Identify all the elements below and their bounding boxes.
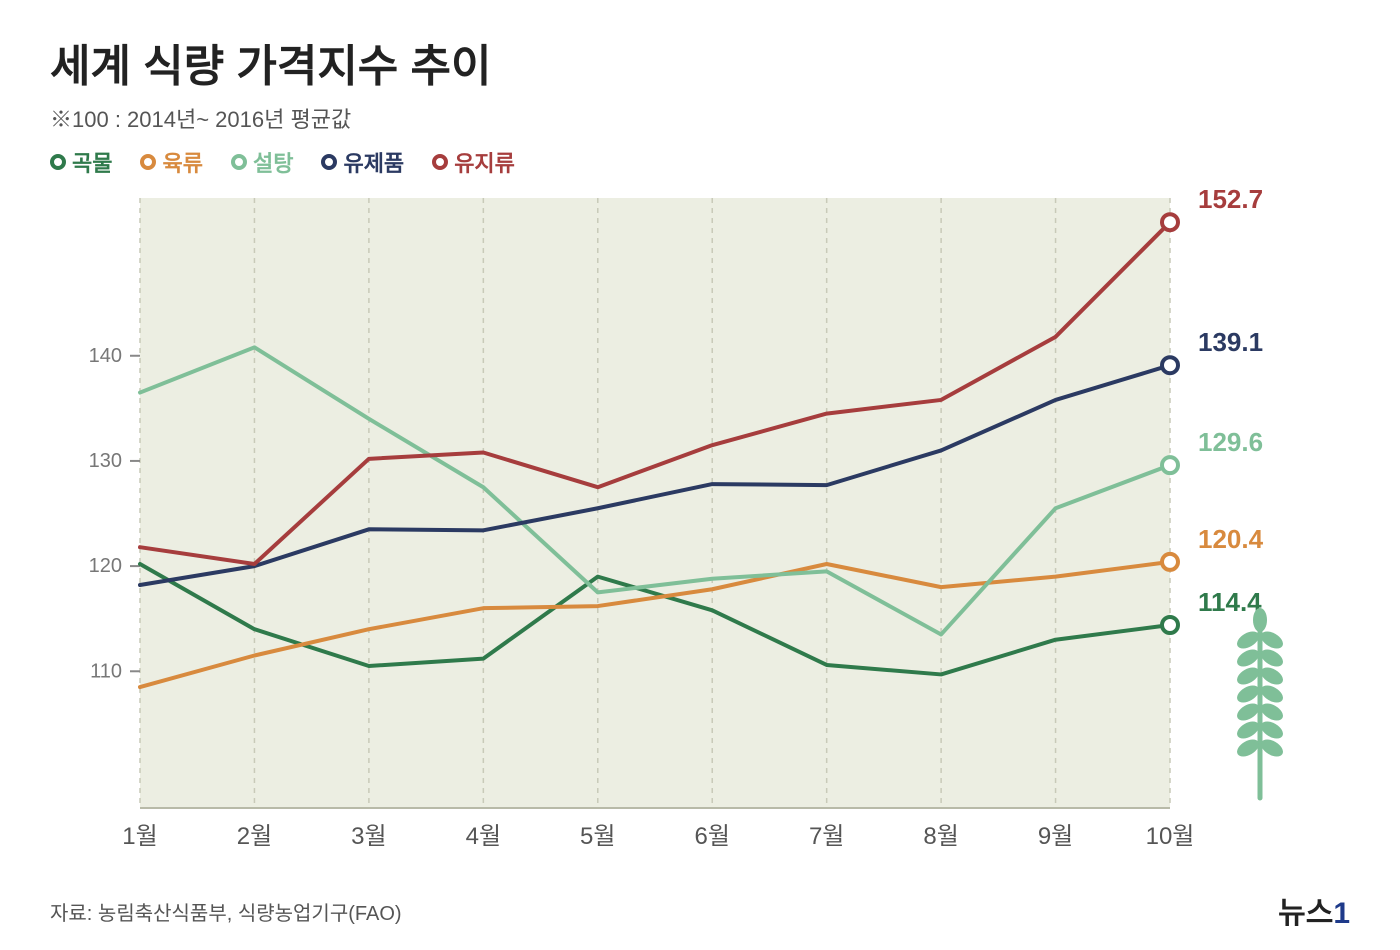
infographic-container: 세계 식량 가격지수 추이 ※100 : 2014년~ 2016년 평균값 곡물… — [0, 0, 1400, 950]
legend-marker-icon — [321, 154, 337, 170]
line-chart: 110 120 130 140 1월 2월 3월 4월 5월 6월 7월 8월 9월 10월 114.4 12… — [50, 188, 1350, 868]
chart-title: 세계 식량 가격지수 추이 — [50, 30, 1350, 94]
brand-logo: 뉴스1 — [1278, 888, 1350, 932]
svg-text:6월: 6월 — [695, 823, 730, 850]
chart-area: 110 120 130 140 1월 2월 3월 4월 5월 6월 7월 8월 9월 10월 114.4 12… — [50, 188, 1350, 868]
svg-text:129.6: 129.6 — [1198, 427, 1263, 457]
svg-text:9월: 9월 — [1038, 823, 1073, 850]
svg-text:110: 110 — [90, 660, 122, 682]
svg-text:4월: 4월 — [466, 823, 501, 850]
legend-label: 유제품 — [343, 146, 404, 178]
legend-marker-icon — [432, 154, 448, 170]
svg-text:1월: 1월 — [122, 823, 157, 850]
legend-item: 유지류 — [432, 146, 515, 178]
svg-text:152.7: 152.7 — [1198, 188, 1263, 214]
brand-num: 1 — [1333, 897, 1350, 931]
svg-text:120: 120 — [89, 555, 122, 577]
legend-marker-icon — [140, 154, 156, 170]
svg-text:3월: 3월 — [351, 823, 386, 850]
svg-text:120.4: 120.4 — [1198, 524, 1264, 554]
legend-item: 설탕 — [231, 146, 293, 178]
svg-text:140: 140 — [89, 345, 122, 367]
svg-text:139.1: 139.1 — [1198, 327, 1263, 357]
svg-text:130: 130 — [89, 450, 122, 472]
svg-text:114.4: 114.4 — [1198, 587, 1262, 617]
legend-label: 육류 — [162, 146, 202, 178]
legend: 곡물 육류 설탕 유제품 유지류 — [50, 146, 1350, 178]
svg-text:5월: 5월 — [580, 823, 615, 850]
legend-marker-icon — [50, 154, 66, 170]
legend-marker-icon — [231, 154, 247, 170]
source-text: 자료: 농림축산식품부, 식량농업기구(FAO) — [50, 897, 402, 926]
svg-text:2월: 2월 — [237, 823, 272, 850]
legend-item: 육류 — [140, 146, 202, 178]
legend-item: 유제품 — [321, 146, 404, 178]
brand-name: 뉴스 — [1278, 888, 1333, 932]
legend-label: 유지류 — [454, 146, 515, 178]
svg-text:10월: 10월 — [1146, 823, 1195, 850]
svg-text:8월: 8월 — [923, 823, 958, 850]
chart-subtitle: ※100 : 2014년~ 2016년 평균값 — [50, 102, 1350, 134]
svg-text:7월: 7월 — [809, 823, 844, 850]
legend-label: 곡물 — [72, 146, 112, 178]
legend-item: 곡물 — [50, 146, 112, 178]
legend-label: 설탕 — [253, 146, 293, 178]
